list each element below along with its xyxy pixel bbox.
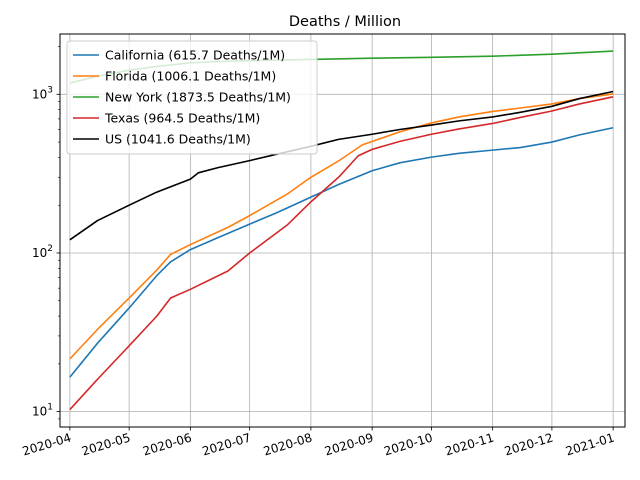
chart-title: Deaths / Million [289,14,401,30]
x-tick-label: 2020-09 [323,430,375,458]
y-tick-base: 10 [32,405,47,419]
x-tick-label: 2020-08 [262,430,314,458]
x-tick-label: 2020-10 [382,430,434,458]
legend: California (615.7 Deaths/1M) Florida (100… [66,40,318,155]
series-line [69,93,614,360]
series-line [69,96,614,411]
x-tick-label: 2020-07 [200,430,252,458]
x-tick-label: 2020-12 [503,430,555,458]
x-tick-label: 2020-11 [443,430,495,458]
legend-label: New York (1873.5 Deaths/1M) [105,90,291,105]
series-line [69,90,614,241]
legend-label: Texas (964.5 Deaths/1M) [104,111,260,126]
x-tick-label: 2020-04 [21,430,73,458]
y-tick-exponent: 2 [47,244,53,254]
plot-frame [59,33,626,428]
x-tick-label: 2021-01 [564,430,616,458]
x-tick-label: 2020-06 [141,430,193,458]
x-tick-label: 2020-05 [80,430,132,458]
y-tick-base: 10 [32,87,47,101]
legend-box [66,40,318,155]
legend-label: US (1041.6 Deaths/1M) [105,132,251,147]
y-tick-label: 103 [32,85,53,101]
legend-label: California (615.7 Deaths/1M) [105,48,285,63]
x-axis: 2020-04 2020-05 2020-06 2020-07 2020-08 2020-… [21,427,616,459]
legend-label: Florida (1006.1 Deaths/1M) [105,69,276,84]
y-tick-label: 102 [32,244,53,260]
y-tick-exponent: 1 [47,403,53,413]
y-tick-label: 101 [32,403,53,419]
y-tick-base: 10 [32,246,47,260]
y-tick-exponent: 3 [47,85,53,95]
series-line [69,126,614,378]
